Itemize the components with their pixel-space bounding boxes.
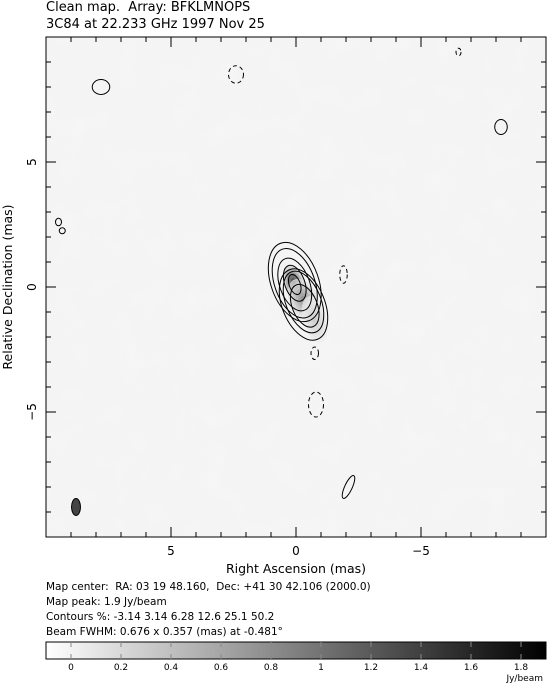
- negative-contour-4: [455, 47, 462, 57]
- colorbar-tick-label: 0.4: [164, 663, 179, 673]
- negative-contour-1: [308, 391, 324, 418]
- contour-8: [91, 79, 111, 95]
- x-tick-label: 0: [292, 544, 300, 558]
- colorbar-tick-label: 1.8: [514, 663, 529, 673]
- contour-9: [494, 119, 508, 135]
- map-peak-info: Map peak: 1.9 Jy/beam: [46, 596, 167, 608]
- map-title: Clean map. Array: BFKLMNOPS: [46, 0, 251, 15]
- contour-2: [271, 248, 318, 319]
- contour-0: [267, 241, 322, 323]
- y-tick-label: 5: [25, 158, 39, 166]
- negative-contour-0: [228, 65, 244, 84]
- map-center-info: Map center: RA: 03 19 48.160, Dec: +41 3…: [46, 581, 371, 593]
- colorbar-tick-label: 1.4: [414, 663, 429, 673]
- x-tick-label: −5: [412, 544, 430, 558]
- map-subtitle: 3C84 at 22.233 GHz 1997 Nov 25: [46, 17, 265, 32]
- contour-5: [289, 283, 320, 328]
- y-tick-label: 0: [25, 283, 39, 291]
- axis-ticks: 5 0 −5 5 0 −5: [25, 37, 546, 558]
- contour-12: [341, 475, 356, 499]
- beam-ellipse: [71, 498, 81, 516]
- contour-10: [55, 217, 62, 227]
- contour-3: [282, 270, 325, 334]
- negative-contour-3: [339, 265, 348, 284]
- colorbar-tick-label: 1.2: [364, 663, 378, 673]
- x-axis-title: Right Ascension (mas): [226, 561, 366, 576]
- contours-info: Contours %: -3.14 3.14 6.28 12.6 25.1 50…: [46, 611, 275, 623]
- colorbar-tick-label: 0: [68, 663, 74, 673]
- colorbar-tick-label: 1: [318, 663, 324, 673]
- map-panel: 5 0 −5 5 0 −5: [25, 36, 547, 558]
- colorbar-tick-label: 1.6: [464, 663, 479, 673]
- contour-4: [277, 257, 313, 312]
- contour-layer: [55, 47, 508, 499]
- x-tick-label: 5: [167, 544, 175, 558]
- contour-6: [282, 264, 307, 302]
- negative-contour-2: [310, 346, 319, 360]
- colorbar-unit: Jy/beam: [505, 674, 543, 683]
- beam-info: Beam FWHM: 0.676 x 0.357 (mas) at -0.481…: [46, 626, 283, 638]
- y-axis-title: Relative Declination (mas): [0, 204, 15, 369]
- contour-7: [287, 273, 302, 296]
- y-tick-label: −5: [25, 403, 39, 421]
- colorbar-tick-label: 0.2: [114, 663, 128, 673]
- colorbar: 0 0.2 0.4 0.6 0.8 1 1.2 1.4 1.6 1.8 Jy/beam: [45, 641, 547, 683]
- colorbar-tick-label: 0.8: [264, 663, 279, 673]
- beam-layer: [71, 498, 81, 516]
- contour-11: [58, 227, 66, 235]
- contour-1: [278, 268, 329, 341]
- colorbar-ticks: 0 0.2 0.4 0.6 0.8 1 1.2 1.4 1.6 1.8: [68, 642, 528, 673]
- colorbar-tick-label: 0.6: [214, 663, 229, 673]
